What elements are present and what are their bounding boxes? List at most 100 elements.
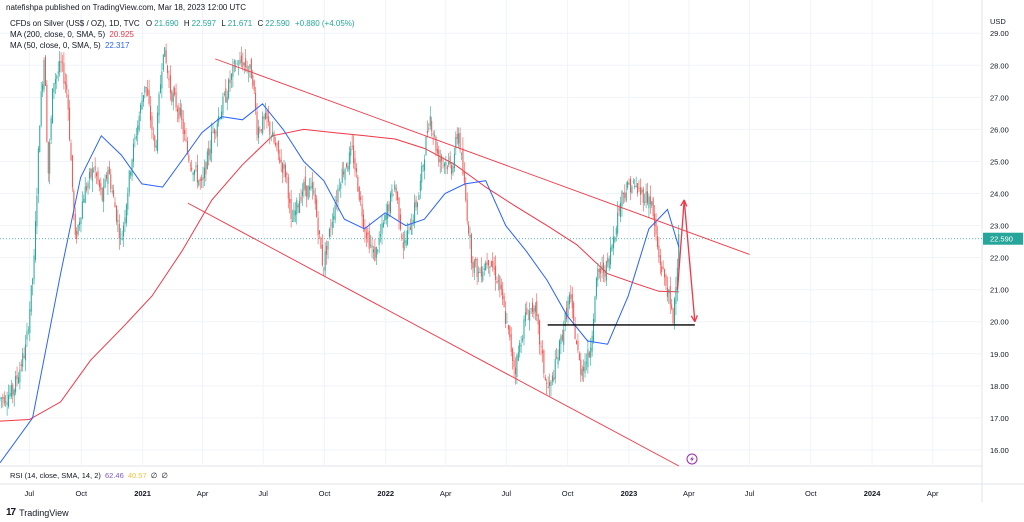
- candle-body: [600, 268, 602, 274]
- candle-body: [522, 338, 524, 341]
- candle-body: [272, 132, 274, 137]
- candle-body: [64, 81, 66, 85]
- tradingview-footer[interactable]: 17 TradingView: [6, 507, 69, 518]
- ma200-legend[interactable]: MA (200, close, 0, SMA, 5) 20.925: [10, 30, 134, 39]
- candle-body: [512, 348, 514, 361]
- candle-body: [441, 155, 443, 161]
- candle-body: [157, 112, 159, 152]
- candle-body: [328, 228, 330, 237]
- candle-body: [71, 155, 73, 188]
- candle-body: [639, 187, 641, 195]
- candle-body: [580, 359, 582, 375]
- candle-body: [284, 164, 286, 178]
- candle-body: [549, 382, 551, 386]
- candle-body: [574, 326, 576, 339]
- ma200-label: MA (200, close, 0, SMA, 5): [10, 30, 106, 39]
- candle-body: [113, 190, 115, 197]
- candle-body: [387, 204, 389, 219]
- candle-body: [216, 123, 218, 137]
- candle-body: [165, 50, 167, 63]
- candle-body: [493, 267, 495, 270]
- candle-body: [164, 47, 166, 57]
- candle-body: [507, 325, 509, 330]
- candle-body: [101, 188, 103, 201]
- candle-body: [49, 142, 51, 174]
- candle-body: [250, 59, 252, 79]
- candle-body: [269, 121, 271, 135]
- y-tick-label: 25.00: [990, 157, 1009, 166]
- candle-body: [259, 130, 261, 132]
- candle-body: [103, 186, 105, 202]
- candle-body: [206, 151, 208, 169]
- candlestick-series: [0, 43, 680, 416]
- candle-body: [445, 162, 447, 166]
- candle-body: [60, 61, 62, 63]
- candle-body: [202, 176, 204, 180]
- candle-body: [13, 389, 15, 397]
- candle-body: [468, 224, 470, 234]
- candle-body: [350, 148, 352, 156]
- candle-body: [637, 183, 639, 194]
- candle-body: [158, 94, 160, 116]
- ma50-legend[interactable]: MA (50, close, 0, SMA, 5) 22.317: [10, 41, 129, 50]
- candle-body: [355, 168, 357, 173]
- candle-body: [301, 191, 303, 196]
- rsi-legend[interactable]: RSI (14, close, SMA, 14, 2) 62.46 40.57 …: [10, 471, 168, 480]
- candle-body: [76, 230, 78, 239]
- candle-body: [641, 189, 643, 193]
- y-tick-label: 28.00: [990, 61, 1009, 70]
- candle-body: [225, 88, 227, 103]
- candle-body: [321, 244, 323, 266]
- candle-body: [365, 232, 367, 239]
- candle-body: [86, 186, 88, 191]
- candle-body: [546, 383, 548, 384]
- candle-body: [621, 191, 623, 207]
- candle-body: [341, 168, 343, 183]
- candle-body: [554, 359, 556, 379]
- candle-body: [449, 156, 451, 165]
- candle-body: [583, 367, 585, 371]
- candle-body: [201, 178, 203, 181]
- candle-body: [107, 170, 109, 184]
- x-tick-label: 2024: [864, 489, 882, 498]
- candle-body: [455, 137, 457, 149]
- candle-body: [436, 148, 438, 154]
- price-axis[interactable]: USD 16.00 17.00 18.00 19.00 20.00 21.00 22.00 23…: [983, 17, 1023, 455]
- candle-body: [172, 93, 174, 102]
- candle-body: [502, 289, 504, 300]
- candle-body: [490, 261, 492, 267]
- candle-body: [385, 213, 387, 220]
- candle-body: [47, 141, 49, 174]
- projection-up-arrow: [676, 199, 685, 290]
- candle-body: [323, 267, 325, 269]
- candle-body: [604, 269, 606, 277]
- candle-body: [678, 234, 680, 271]
- candle-body: [228, 79, 230, 98]
- candle-body: [543, 350, 545, 374]
- candle-body: [283, 164, 285, 169]
- candle-body: [648, 196, 650, 209]
- candle-body: [669, 286, 671, 305]
- candle-body: [631, 186, 633, 194]
- candle-body: [39, 126, 41, 153]
- candle-body: [541, 350, 543, 354]
- upper-trendline: [215, 58, 750, 255]
- candle-body: [367, 232, 369, 235]
- candle-body: [128, 170, 130, 193]
- candle-body: [622, 192, 624, 195]
- candle-body: [347, 165, 349, 172]
- candle-body: [296, 200, 298, 215]
- candle-body: [327, 241, 329, 250]
- candle-body: [576, 340, 578, 345]
- candle-body: [415, 199, 417, 208]
- candle-body: [147, 88, 149, 96]
- candle-body: [83, 198, 85, 203]
- candle-body: [110, 174, 112, 190]
- time-axis[interactable]: Jul Oct 2021 Apr Jul Oct 2022 Apr Jul Oct 2023 Apr J…: [25, 489, 940, 498]
- candle-body: [198, 180, 200, 186]
- candle-body: [130, 172, 132, 176]
- ma200-value: 20.925: [109, 30, 134, 39]
- candle-body: [87, 183, 89, 188]
- trend-drawings: [187, 58, 750, 467]
